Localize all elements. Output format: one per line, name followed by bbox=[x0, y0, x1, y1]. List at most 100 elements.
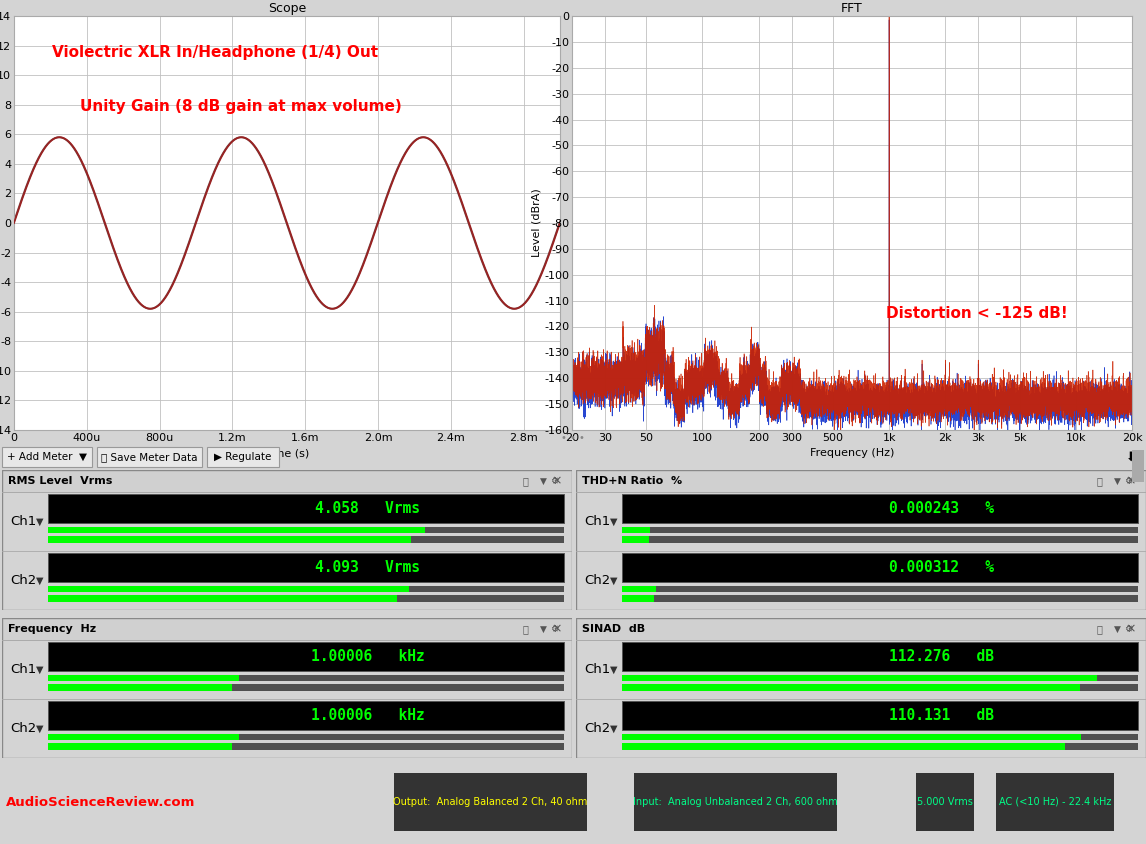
Text: ▼: ▼ bbox=[540, 477, 547, 485]
Text: Ch2: Ch2 bbox=[584, 722, 611, 735]
Text: ▼: ▼ bbox=[610, 723, 618, 733]
Bar bbox=[233, 744, 564, 749]
Text: Ch2: Ch2 bbox=[10, 722, 37, 735]
Text: ⤢: ⤢ bbox=[1096, 624, 1102, 634]
Bar bbox=[425, 527, 564, 533]
Bar bbox=[622, 733, 1081, 740]
Bar bbox=[409, 586, 564, 592]
Text: ▼: ▼ bbox=[610, 517, 618, 527]
Text: Unity Gain (8 dB gain at max volume): Unity Gain (8 dB gain at max volume) bbox=[79, 99, 401, 114]
Bar bbox=[233, 684, 564, 690]
Bar bbox=[654, 595, 1138, 602]
Bar bbox=[2, 447, 92, 467]
Bar bbox=[1081, 733, 1138, 740]
Bar bbox=[97, 447, 202, 467]
Text: ▶ Regulate: ▶ Regulate bbox=[214, 452, 272, 462]
Bar bbox=[1131, 451, 1145, 482]
Text: 5.000 Vrms: 5.000 Vrms bbox=[917, 797, 973, 807]
Bar bbox=[622, 744, 1065, 749]
Text: ×: × bbox=[551, 474, 562, 488]
Bar bbox=[622, 701, 1138, 730]
Text: ×: × bbox=[551, 623, 562, 636]
Text: ▼: ▼ bbox=[1114, 477, 1121, 485]
Text: ▼: ▼ bbox=[610, 576, 618, 586]
Text: ⬇: ⬇ bbox=[1125, 451, 1136, 463]
Text: RMS Level  Vrms: RMS Level Vrms bbox=[8, 476, 112, 486]
Bar bbox=[622, 684, 1080, 690]
Text: ⚙: ⚙ bbox=[1124, 624, 1132, 634]
Text: 4.058   Vrms: 4.058 Vrms bbox=[315, 501, 421, 516]
Bar bbox=[622, 586, 656, 592]
Text: ▼: ▼ bbox=[36, 723, 44, 733]
Bar bbox=[48, 684, 233, 690]
Bar bbox=[393, 772, 587, 831]
Text: Ch1: Ch1 bbox=[10, 515, 37, 528]
Text: • • •: • • • bbox=[562, 433, 584, 443]
Bar bbox=[48, 536, 411, 543]
Bar bbox=[1080, 684, 1138, 690]
Bar bbox=[576, 618, 1146, 640]
Text: ⚙: ⚙ bbox=[550, 476, 559, 486]
Bar bbox=[622, 553, 1138, 582]
Bar bbox=[651, 527, 1138, 533]
Bar bbox=[48, 675, 238, 681]
Bar bbox=[48, 595, 397, 602]
Bar bbox=[207, 447, 278, 467]
Bar bbox=[397, 595, 564, 602]
Bar bbox=[238, 733, 564, 740]
Text: ×: × bbox=[1125, 623, 1136, 636]
Bar bbox=[622, 527, 651, 533]
Bar bbox=[48, 494, 564, 523]
Text: 1.00006   kHz: 1.00006 kHz bbox=[311, 649, 425, 664]
Bar bbox=[622, 641, 1138, 671]
Bar bbox=[411, 536, 564, 543]
Text: ⤢: ⤢ bbox=[523, 476, 528, 486]
Text: Violectric XLR In/Headphone (1/4) Out: Violectric XLR In/Headphone (1/4) Out bbox=[53, 45, 378, 60]
Title: FFT: FFT bbox=[841, 2, 863, 15]
Text: ▼: ▼ bbox=[1114, 625, 1121, 634]
Bar bbox=[48, 744, 233, 749]
Text: ⚙: ⚙ bbox=[550, 624, 559, 634]
Bar bbox=[996, 772, 1114, 831]
Bar bbox=[48, 527, 425, 533]
Bar bbox=[622, 494, 1138, 523]
X-axis label: Frequency (Hz): Frequency (Hz) bbox=[810, 448, 894, 458]
Bar bbox=[2, 618, 572, 640]
Text: 110.131   dB: 110.131 dB bbox=[889, 708, 995, 723]
Bar bbox=[622, 595, 654, 602]
Text: Ch2: Ch2 bbox=[584, 574, 611, 587]
Text: ▼: ▼ bbox=[36, 664, 44, 674]
Text: ⤢: ⤢ bbox=[523, 624, 528, 634]
Bar bbox=[622, 675, 1097, 681]
Text: 1.00006   kHz: 1.00006 kHz bbox=[311, 708, 425, 723]
Text: THD+N Ratio  %: THD+N Ratio % bbox=[582, 476, 682, 486]
Text: AudioScienceReview.com: AudioScienceReview.com bbox=[6, 796, 195, 809]
Text: 0.000312   %: 0.000312 % bbox=[889, 560, 995, 575]
Text: AC (<10 Hz) - 22.4 kHz: AC (<10 Hz) - 22.4 kHz bbox=[999, 797, 1112, 807]
Bar bbox=[48, 701, 564, 730]
Bar bbox=[238, 675, 564, 681]
Bar bbox=[48, 641, 564, 671]
Bar bbox=[1097, 675, 1138, 681]
Text: ▼: ▼ bbox=[610, 664, 618, 674]
Text: Distortion < -125 dB!: Distortion < -125 dB! bbox=[886, 306, 1067, 321]
Text: ⤢: ⤢ bbox=[1096, 476, 1102, 486]
Text: ▼: ▼ bbox=[36, 517, 44, 527]
Bar bbox=[1065, 744, 1138, 749]
Bar bbox=[622, 536, 650, 543]
Text: 📷 Save Meter Data: 📷 Save Meter Data bbox=[101, 452, 197, 462]
Bar bbox=[916, 772, 974, 831]
X-axis label: Time (s): Time (s) bbox=[265, 448, 309, 458]
Text: ⚙: ⚙ bbox=[1124, 476, 1132, 486]
Y-axis label: Level (dBrA): Level (dBrA) bbox=[532, 188, 541, 257]
Text: Ch1: Ch1 bbox=[584, 663, 611, 676]
Text: SINAD  dB: SINAD dB bbox=[582, 624, 645, 634]
Bar bbox=[576, 470, 1146, 492]
Bar bbox=[48, 553, 564, 582]
Text: ▼: ▼ bbox=[540, 625, 547, 634]
Bar bbox=[48, 586, 409, 592]
Text: ▼: ▼ bbox=[36, 576, 44, 586]
Bar bbox=[2, 470, 572, 492]
Bar bbox=[634, 772, 837, 831]
Bar bbox=[656, 586, 1138, 592]
